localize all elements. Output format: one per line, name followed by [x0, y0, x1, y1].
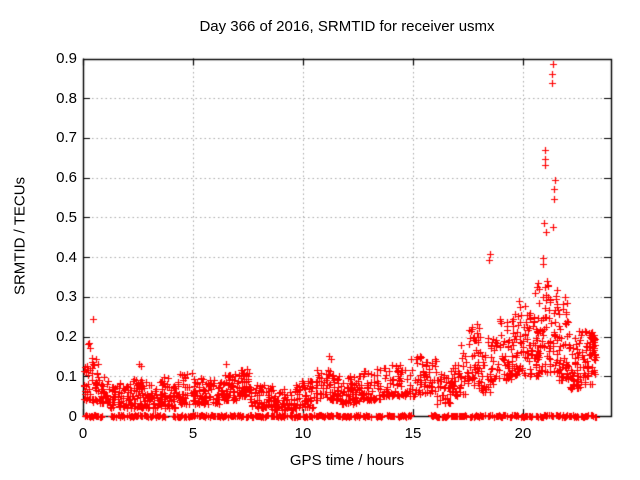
y-tick-label: 0.2 [56, 328, 77, 346]
chart-title: Day 366 of 2016, SRMTID for receiver usm… [199, 18, 495, 35]
y-tick-label: 0.6 [56, 169, 77, 187]
y-tick-label: 0.3 [56, 288, 77, 306]
x-tick-label: 10 [294, 425, 312, 442]
y-tick-label: 0.7 [56, 129, 77, 147]
x-tick-label: 0 [78, 425, 88, 442]
y-tick-label: 0.5 [56, 208, 77, 226]
x-tick-label: 5 [188, 425, 198, 442]
y-tick-label: 0.4 [56, 248, 77, 266]
x-tick-label: 15 [404, 425, 422, 442]
y-tick-label: 0.8 [56, 89, 77, 107]
y-tick-label: 0 [68, 407, 77, 425]
y-tick-label: 0.1 [56, 367, 77, 385]
y-tick-label: 0.9 [56, 50, 77, 67]
x-axis-label: GPS time / hours [289, 452, 405, 469]
y-axis-label: SRMTID / TECUs [11, 176, 29, 296]
x-tick-label: 20 [514, 425, 532, 442]
